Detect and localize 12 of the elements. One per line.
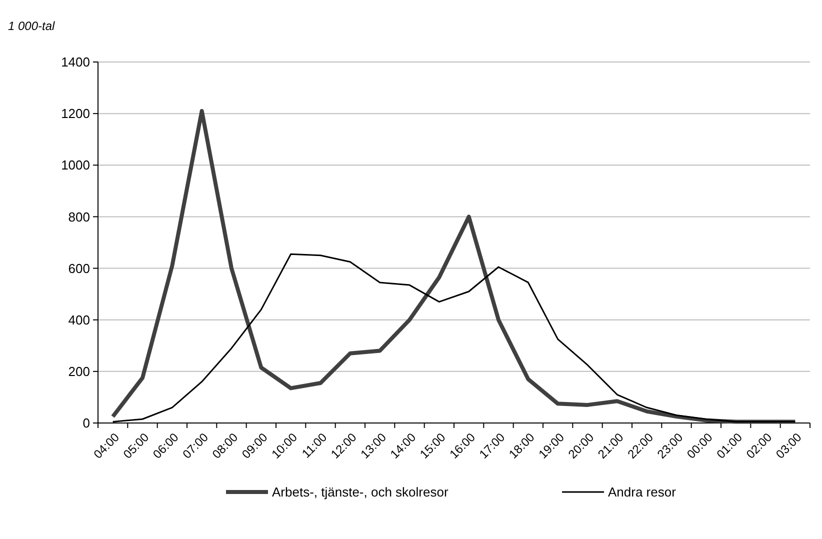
y-tick-label: 1000 (61, 158, 90, 173)
y-axis-title: 1 000-tal (8, 19, 56, 33)
y-tick-label: 1400 (61, 54, 90, 70)
legend-label: Andra resor (608, 484, 677, 500)
y-tick-label: 800 (68, 209, 90, 224)
line-series (110, 108, 798, 424)
legend-label: Arbets-, tjänste-, och skolresor (272, 484, 449, 500)
y-tick-label: 400 (68, 312, 90, 328)
y-tick-label: 200 (68, 364, 90, 379)
y-tick-label: 1200 (61, 106, 90, 122)
y-tick-label: 600 (68, 260, 90, 276)
y-tick-label: 0 (82, 416, 90, 431)
